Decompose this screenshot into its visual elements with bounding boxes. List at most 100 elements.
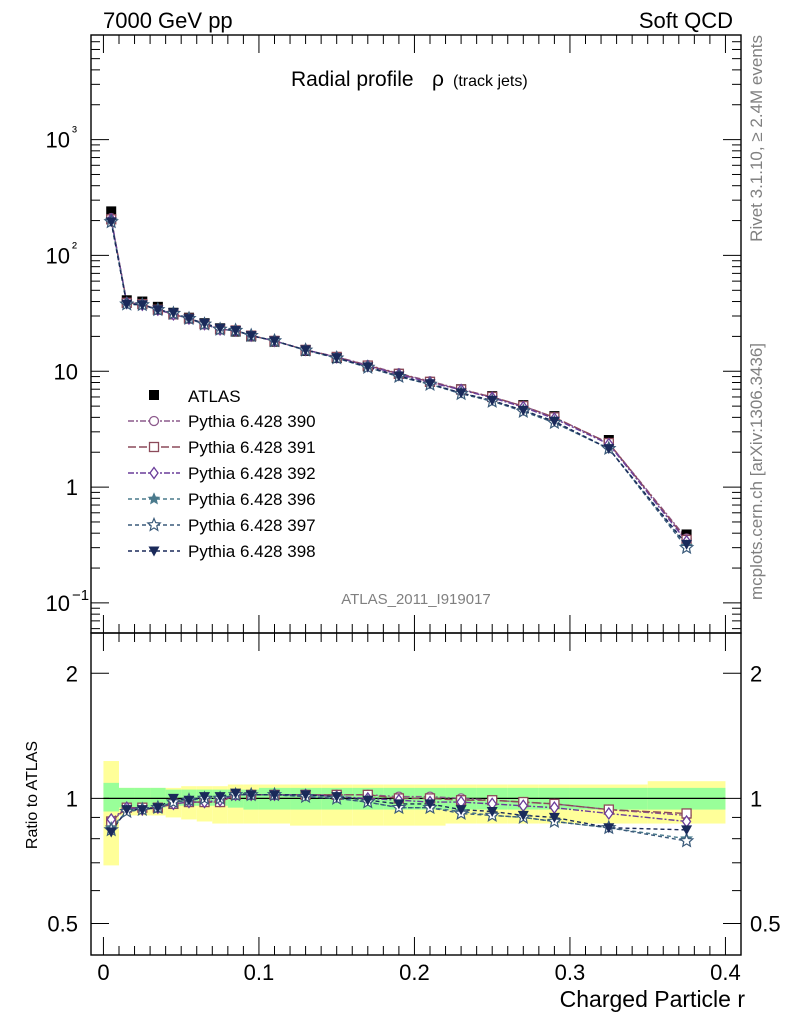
ratio-line-6 [110, 792, 687, 833]
ratio-point-6 [331, 792, 343, 803]
mc-point-6 [183, 314, 195, 325]
mc-point-6 [105, 217, 117, 228]
main-y-tick-label-exp: −1 [72, 587, 89, 604]
main-title-suffix: (track jets) [453, 73, 528, 90]
ratio-point-6 [230, 788, 242, 799]
ratio-y-tick-label-right: 1 [750, 786, 762, 811]
mc-point-6 [152, 305, 164, 316]
legend-label-6: Pythia 6.428 398 [188, 542, 316, 561]
x-tick-label: 0 [97, 960, 109, 985]
legend-label-4: Pythia 6.428 396 [188, 490, 316, 509]
main-title-text: Radial profile [291, 68, 414, 91]
legend-label-2: Pythia 6.428 391 [188, 438, 316, 457]
mc-point-6 [331, 353, 343, 364]
mc-point-6 [300, 345, 312, 356]
stat-band-bin [103, 782, 119, 812]
ratio-point-6 [603, 823, 615, 834]
ratio-line-1 [110, 794, 687, 823]
ratio-uncertainty-bands [103, 761, 726, 866]
x-tick-label: 0.1 [244, 960, 275, 985]
mc-point-6 [121, 299, 133, 310]
legend-marker-4 [147, 492, 161, 505]
main-markers [103, 206, 695, 555]
legend-label-1: Pythia 6.428 390 [188, 412, 316, 431]
ratio-point-6 [424, 799, 436, 810]
ratio-point-6 [105, 827, 117, 838]
main-y-tick-label: 10 [46, 591, 70, 616]
main-line-6 [110, 221, 688, 545]
mc-point-6 [199, 318, 211, 329]
x-axis-label: Charged Particle r [560, 986, 746, 1012]
ratio-point-6 [548, 812, 560, 823]
legend-label-5: Pythia 6.428 397 [188, 516, 316, 535]
ratio-point-6 [167, 793, 179, 804]
ratio-line-2 [110, 794, 687, 823]
ratio-y-tick-label: 1 [66, 786, 78, 811]
mc-point-6 [136, 300, 148, 311]
ratio-point-6 [455, 805, 467, 816]
mc-point-6 [362, 362, 374, 373]
main-title-symbol: ρ [432, 68, 444, 91]
ratio-point-6 [268, 790, 280, 801]
mc-point-6 [393, 371, 405, 382]
ratio-point-6 [214, 792, 226, 803]
main-y-tick-label: 10 [46, 243, 70, 268]
legend-data-marker [149, 390, 159, 400]
ratio-point-6 [121, 805, 133, 816]
mc-point-6 [214, 323, 226, 334]
x-tick-label: 0.3 [555, 960, 586, 985]
analysis-id: ATLAS_2011_I919017 [341, 591, 491, 608]
ratio-frame [90, 632, 742, 956]
main-y-tick-label-exp: ³ [72, 124, 77, 141]
ratio-point-6 [300, 790, 312, 801]
ratio-point-6 [183, 795, 195, 806]
ratio-point-6 [362, 795, 374, 806]
mc-point-6 [455, 388, 467, 399]
legend: ATLAS Pythia 6.428 390 Pythia 6.428 391 Pyt… [128, 387, 316, 561]
mc-point-6 [268, 336, 280, 347]
mc-point-6 [230, 325, 242, 336]
x-tick-label: 0.2 [399, 960, 430, 985]
header-right: Soft QCD [639, 8, 733, 33]
main-series-lines [110, 217, 688, 549]
main-y-tick-label-exp: ² [72, 239, 77, 256]
ratio-y-axis-label: Ratio to ATLAS [24, 741, 41, 849]
ratio-point-3 [604, 806, 614, 821]
mc-point-6 [681, 539, 693, 550]
mcplots-label: mcplots.cern.ch [arXiv:1306.3436] [747, 343, 766, 600]
ratio-y-tick-label-right: 0.5 [750, 912, 781, 937]
ratio-y-tick-label-right: 2 [750, 661, 762, 686]
ratio-point-6 [152, 803, 164, 814]
ratio-point-6 [393, 799, 405, 810]
mc-point-6 [548, 416, 560, 427]
x-tick-label: 0.4 [710, 960, 741, 985]
ratio-point-6 [199, 792, 211, 803]
legend-marker-1 [148, 415, 160, 427]
legend-marker-2 [148, 441, 160, 453]
ratio-point-6 [681, 825, 693, 836]
ratio-series-lines [110, 792, 687, 842]
ratio-point-5 [678, 832, 695, 848]
rivet-version-label: Rivet 3.1.10, ≥ 2.4M events [747, 35, 766, 242]
mc-point-6 [167, 308, 179, 319]
mc-point-6 [603, 444, 615, 455]
ratio-y-tick-label: 2 [66, 661, 78, 686]
legend-marker-6 [148, 546, 160, 557]
ratio-line-5 [110, 794, 687, 842]
header-left: 7000 GeV pp [103, 8, 233, 33]
ratio-markers [103, 786, 695, 848]
main-y-tick-label: 1 [66, 475, 78, 500]
legend-marker-3 [149, 466, 159, 480]
mc-point-6 [517, 405, 529, 416]
ratio-line-3 [110, 794, 687, 823]
mc-point-6 [245, 331, 257, 342]
mc-point-6 [424, 379, 436, 390]
ratio-point-6 [245, 790, 257, 801]
data-point [106, 206, 117, 217]
ratio-y-tick-label: 0.5 [47, 912, 78, 937]
main-title: Radial profile ρ (track jets) [291, 68, 528, 91]
ratio-point-6 [486, 807, 498, 818]
ratio-point-6 [136, 805, 148, 816]
